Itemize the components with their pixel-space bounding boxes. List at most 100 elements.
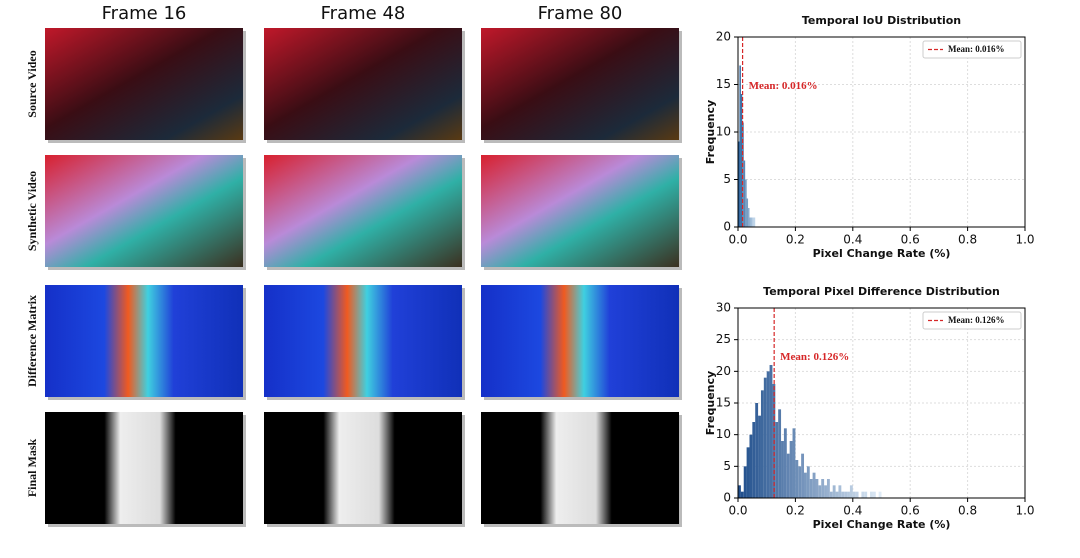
histogram-bar [743,160,746,227]
y-tick-label: 20 [716,364,731,378]
x-tick-label: 0.4 [843,233,862,247]
histogram-bar [743,466,747,498]
histogram-bar [806,466,810,498]
histogram-bar [746,447,750,498]
x-axis-label: Pixel Change Rate (%) [813,518,951,531]
frame-image [45,285,243,397]
frame-image [481,28,679,140]
charts: 0 5 10 15 20 0.0 0.2 0.4 0.6 0.8 1.0 Mean: 0.016% Me… [704,14,1035,531]
histogram-bar [855,491,859,498]
frame-image [264,155,462,267]
mean-annotation: Mean: 0.016% [749,80,818,92]
x-tick-label: 0.8 [958,504,977,518]
histogram-bar [745,179,747,227]
histogram-bar [809,479,813,498]
image-grid: Frame 16 Frame 48 Frame 80 Source Video Synt… [25,3,682,527]
histogram-bar [760,390,764,498]
histogram-bar [844,491,848,498]
histogram-bar [872,491,876,498]
y-tick-label: 25 [716,332,731,346]
histogram-bar [738,485,741,498]
histogram-bar [832,485,836,498]
histogram-bar [838,485,842,498]
row-label: Final Mask [25,439,39,498]
plot-frame [737,307,1026,499]
x-tick-label: 1.0 [1015,233,1034,247]
y-tick-label: 5 [723,172,731,186]
histogram-bar [758,415,761,498]
histogram-bar [781,441,784,498]
histogram-bar [739,65,741,227]
histogram-bar [763,377,767,498]
x-tick-label: 0.2 [786,504,805,518]
histogram-bar [864,491,868,498]
y-tick-label: 10 [716,427,731,441]
mean-annotation: Mean: 0.126% [780,351,849,363]
frame-image [45,412,243,524]
y-axis-label: Frequency [704,100,717,164]
x-tick-label: 0.6 [901,233,920,247]
row-label: Difference Matrix [25,295,39,387]
histogram-bar [753,217,756,227]
y-tick-label: 15 [716,77,731,91]
histogram-bar [749,434,753,498]
histogram-bar [847,491,850,498]
x-tick-label: 0.0 [728,233,747,247]
legend-label: Mean: 0.126% [948,315,1005,325]
histogram-bar [824,485,827,498]
histogram-bar [804,472,807,498]
histogram-bar [798,466,802,498]
x-axis-label: Pixel Change Rate (%) [813,247,951,260]
histogram-bar [786,453,790,498]
histogram-bar [852,491,856,498]
frame-image [481,285,679,397]
plot-frame [737,36,1026,228]
frame-image [264,412,462,524]
x-tick-label: 0.6 [901,504,920,518]
y-tick-label: 0 [723,220,731,234]
histogram-bar [755,403,759,498]
histogram-bar [775,422,779,498]
histogram-bar [748,208,750,227]
y-tick-label: 30 [716,301,731,315]
column-label: Frame 80 [538,3,623,24]
x-tick-label: 0.0 [728,504,747,518]
histogram-bar [812,472,816,498]
histogram-bar [766,371,770,498]
y-tick-label: 20 [716,30,731,44]
histogram-bar [738,141,740,227]
histogram-bar [878,491,882,498]
histogram-bar [821,479,825,498]
histogram-bar [746,198,749,227]
histogram-bar [778,409,782,498]
column-label: Frame 16 [102,3,187,24]
histogram-bar [783,428,787,498]
y-tick-label: 5 [723,459,731,473]
histogram-bar [795,460,799,498]
histogram-bar [789,441,793,498]
histogram-bar [841,491,845,498]
histogram-bar [740,94,743,227]
frame-image [264,28,462,140]
x-tick-label: 0.4 [843,504,862,518]
histogram-bar [742,122,744,227]
histogram-bar [829,491,833,498]
row-label: Synthetic Video [25,171,39,251]
frame-image [264,285,462,397]
histogram-bar [861,491,865,498]
y-axis-label: Frequency [704,371,717,435]
histogram-bar [750,217,753,227]
legend-box [922,311,1022,330]
frame-image [481,155,679,267]
x-tick-label: 0.2 [786,233,805,247]
histogram-bar [818,485,822,498]
legend-label: Mean: 0.016% [948,44,1005,54]
histogram-bar [740,491,744,498]
chart-title: Temporal Pixel Difference Distribution [763,285,1000,298]
histogram-bar [752,422,756,498]
column-label: Frame 48 [321,3,406,24]
y-tick-label: 15 [716,396,731,410]
histogram-bar [801,453,805,498]
frame-image [45,155,243,267]
